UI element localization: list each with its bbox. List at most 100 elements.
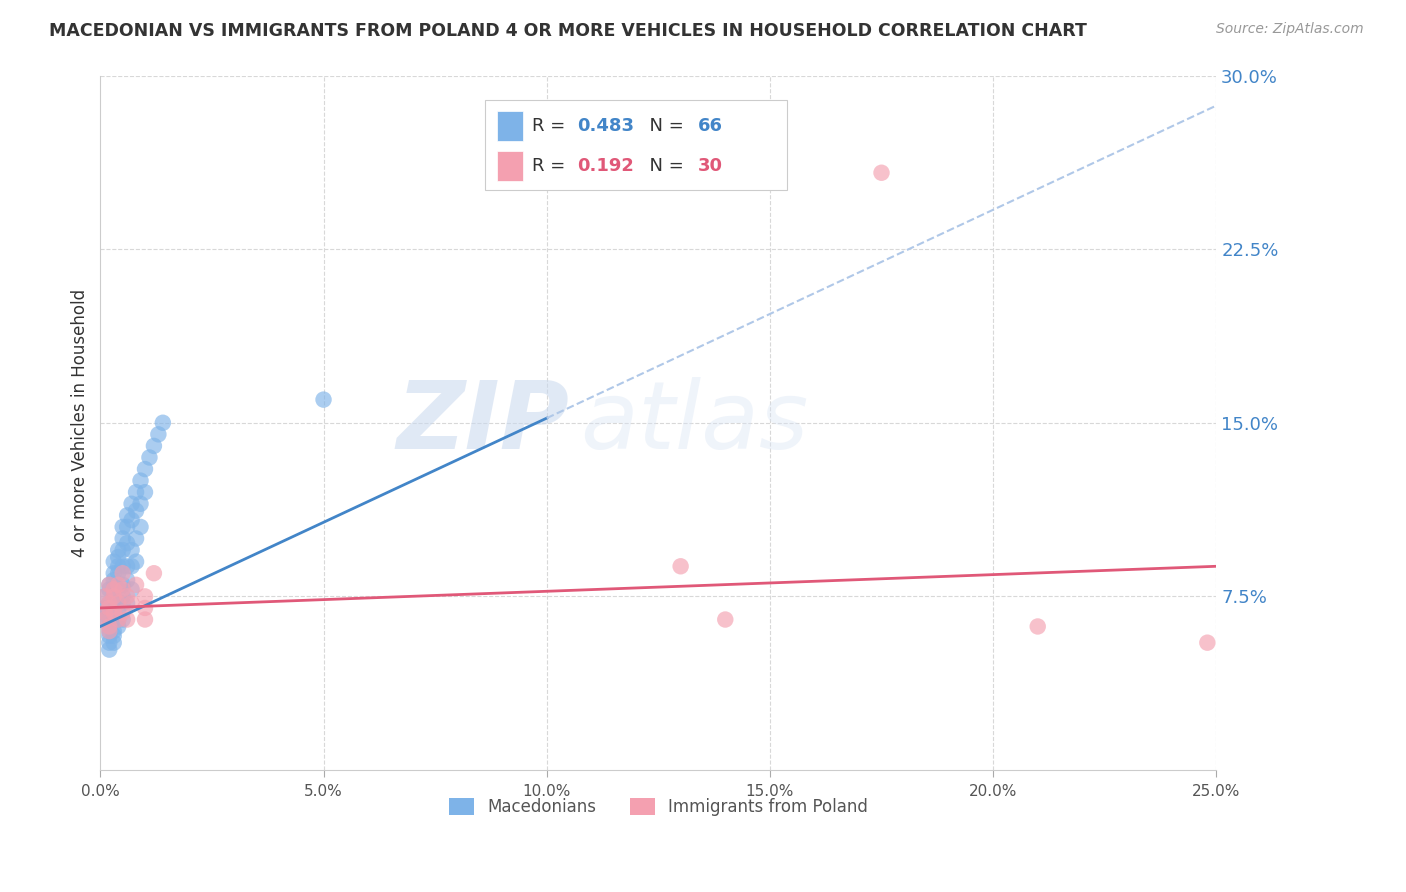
- Immigrants from Poland: [98, 624, 121, 639]
- Immigrants from Poland: [111, 566, 134, 581]
- Text: 66: 66: [697, 117, 723, 136]
- Macedonians: [103, 624, 125, 639]
- Macedonians: [103, 635, 125, 649]
- Macedonians: [103, 601, 125, 615]
- Text: 30: 30: [697, 157, 723, 175]
- Macedonians: [94, 601, 117, 615]
- Macedonians: [152, 416, 174, 430]
- Macedonians: [98, 635, 121, 649]
- Macedonians: [121, 513, 143, 527]
- Macedonians: [107, 596, 129, 610]
- Macedonians: [142, 439, 165, 453]
- Immigrants from Poland: [714, 613, 737, 627]
- Immigrants from Poland: [94, 590, 117, 604]
- Immigrants from Poland: [142, 566, 165, 581]
- Macedonians: [125, 532, 148, 546]
- Macedonians: [98, 624, 121, 639]
- Macedonians: [103, 582, 125, 597]
- Macedonians: [98, 582, 121, 597]
- Immigrants from Poland: [134, 590, 156, 604]
- Immigrants from Poland: [103, 590, 125, 604]
- Macedonians: [125, 504, 148, 518]
- Macedonians: [125, 555, 148, 569]
- Immigrants from Poland: [1197, 635, 1219, 649]
- Macedonians: [107, 549, 129, 564]
- Macedonians: [111, 520, 134, 534]
- Macedonians: [115, 559, 138, 574]
- Macedonians: [134, 485, 156, 500]
- Text: 0.483: 0.483: [576, 117, 634, 136]
- Macedonians: [103, 566, 125, 581]
- Macedonians: [121, 582, 143, 597]
- Immigrants from Poland: [94, 613, 117, 627]
- Macedonians: [111, 532, 134, 546]
- Macedonians: [107, 559, 129, 574]
- Immigrants from Poland: [98, 578, 121, 592]
- Macedonians: [115, 536, 138, 550]
- Immigrants from Poland: [98, 596, 121, 610]
- Immigrants from Poland: [115, 590, 138, 604]
- Legend: Macedonians, Immigrants from Poland: Macedonians, Immigrants from Poland: [440, 789, 876, 824]
- Macedonians: [98, 613, 121, 627]
- Immigrants from Poland: [107, 613, 129, 627]
- Immigrants from Poland: [134, 613, 156, 627]
- Macedonians: [111, 613, 134, 627]
- Macedonians: [138, 450, 160, 465]
- Macedonians: [107, 606, 129, 620]
- Text: Source: ZipAtlas.com: Source: ZipAtlas.com: [1216, 22, 1364, 37]
- Macedonians: [115, 508, 138, 523]
- Macedonians: [129, 497, 152, 511]
- Immigrants from Poland: [103, 606, 125, 620]
- Immigrants from Poland: [107, 596, 129, 610]
- Immigrants from Poland: [1026, 619, 1049, 633]
- Macedonians: [111, 578, 134, 592]
- Macedonians: [107, 543, 129, 558]
- Immigrants from Poland: [98, 619, 121, 633]
- Macedonians: [103, 606, 125, 620]
- Text: N =: N =: [638, 157, 690, 175]
- Y-axis label: 4 or more Vehicles in Household: 4 or more Vehicles in Household: [72, 289, 89, 557]
- Text: R =: R =: [533, 157, 571, 175]
- Macedonians: [121, 543, 143, 558]
- Immigrants from Poland: [98, 601, 121, 615]
- FancyBboxPatch shape: [496, 111, 523, 142]
- Immigrants from Poland: [111, 582, 134, 597]
- Immigrants from Poland: [111, 606, 134, 620]
- Macedonians: [111, 596, 134, 610]
- Macedonians: [98, 578, 121, 592]
- Macedonians: [94, 613, 117, 627]
- Macedonians: [148, 427, 170, 442]
- Macedonians: [107, 613, 129, 627]
- Macedonians: [94, 590, 117, 604]
- FancyBboxPatch shape: [496, 151, 523, 181]
- Macedonians: [98, 629, 121, 643]
- Immigrants from Poland: [134, 601, 156, 615]
- Macedonians: [107, 619, 129, 633]
- Macedonians: [115, 520, 138, 534]
- Text: MACEDONIAN VS IMMIGRANTS FROM POLAND 4 OR MORE VEHICLES IN HOUSEHOLD CORRELATION: MACEDONIAN VS IMMIGRANTS FROM POLAND 4 O…: [49, 22, 1087, 40]
- Immigrants from Poland: [121, 596, 143, 610]
- Macedonians: [129, 474, 152, 488]
- Text: atlas: atlas: [581, 377, 808, 468]
- Immigrants from Poland: [669, 559, 692, 574]
- Text: ZIP: ZIP: [396, 376, 569, 469]
- Macedonians: [111, 543, 134, 558]
- Text: R =: R =: [533, 117, 571, 136]
- Macedonians: [103, 573, 125, 587]
- Macedonians: [121, 559, 143, 574]
- Macedonians: [107, 582, 129, 597]
- Immigrants from Poland: [107, 578, 129, 592]
- Macedonians: [115, 596, 138, 610]
- Macedonians: [98, 619, 121, 633]
- Immigrants from Poland: [125, 578, 148, 592]
- Macedonians: [103, 613, 125, 627]
- Macedonians: [115, 573, 138, 587]
- Macedonians: [103, 629, 125, 643]
- Immigrants from Poland: [103, 582, 125, 597]
- Macedonians: [94, 606, 117, 620]
- FancyBboxPatch shape: [485, 100, 786, 190]
- Macedonians: [98, 642, 121, 657]
- Macedonians: [312, 392, 335, 407]
- Macedonians: [111, 590, 134, 604]
- Macedonians: [103, 555, 125, 569]
